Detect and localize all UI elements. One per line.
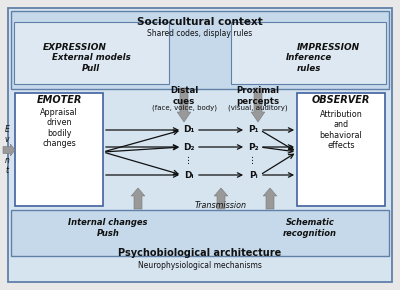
Bar bbox=[14, 22, 169, 84]
Bar bbox=[11, 11, 389, 89]
Text: Psychobiological architecture: Psychobiological architecture bbox=[118, 248, 282, 258]
Text: D₂: D₂ bbox=[183, 142, 195, 151]
Bar bbox=[231, 22, 386, 84]
Text: Sociocultural context: Sociocultural context bbox=[137, 17, 263, 27]
Polygon shape bbox=[131, 188, 145, 209]
Text: Pᵢ: Pᵢ bbox=[249, 171, 257, 180]
Bar bbox=[297, 93, 385, 206]
Text: External models
Pull: External models Pull bbox=[52, 53, 130, 73]
Text: Internal changes
Push: Internal changes Push bbox=[68, 218, 148, 238]
Polygon shape bbox=[177, 88, 191, 122]
Text: (visual, auditory): (visual, auditory) bbox=[228, 105, 288, 111]
Text: Appraisal
driven
bodily
changes: Appraisal driven bodily changes bbox=[40, 108, 78, 148]
Text: P₁: P₁ bbox=[248, 126, 258, 135]
Text: EXPRESSION: EXPRESSION bbox=[43, 43, 107, 52]
Text: Schematic
recognition: Schematic recognition bbox=[283, 218, 337, 238]
Text: Shared codes, display rules: Shared codes, display rules bbox=[147, 28, 253, 37]
Text: Proximal
percepts: Proximal percepts bbox=[236, 86, 280, 106]
Text: Inference
rules: Inference rules bbox=[286, 53, 332, 73]
Text: EMOTER: EMOTER bbox=[36, 95, 82, 105]
Text: Attribution
and
behavioral
effects: Attribution and behavioral effects bbox=[320, 110, 362, 150]
Text: OBSERVER: OBSERVER bbox=[312, 95, 370, 105]
Text: Transmission: Transmission bbox=[195, 200, 247, 209]
Text: IMPRESSION: IMPRESSION bbox=[296, 43, 360, 52]
Text: Dᵢ: Dᵢ bbox=[184, 171, 194, 180]
Text: ⋮: ⋮ bbox=[248, 157, 258, 166]
Text: P₂: P₂ bbox=[248, 142, 258, 151]
Polygon shape bbox=[251, 88, 265, 122]
Text: D₁: D₁ bbox=[183, 126, 195, 135]
Bar bbox=[11, 210, 389, 256]
Text: ⋮: ⋮ bbox=[184, 157, 194, 166]
Text: (face, voice, body): (face, voice, body) bbox=[152, 105, 216, 111]
Polygon shape bbox=[263, 188, 277, 209]
Text: Distal
cues: Distal cues bbox=[170, 86, 198, 106]
Polygon shape bbox=[3, 144, 15, 156]
Text: Neurophysiological mechanisms: Neurophysiological mechanisms bbox=[138, 260, 262, 269]
Bar bbox=[15, 93, 103, 206]
Polygon shape bbox=[214, 188, 228, 209]
Text: E
v
e
n
t: E v e n t bbox=[4, 125, 10, 175]
